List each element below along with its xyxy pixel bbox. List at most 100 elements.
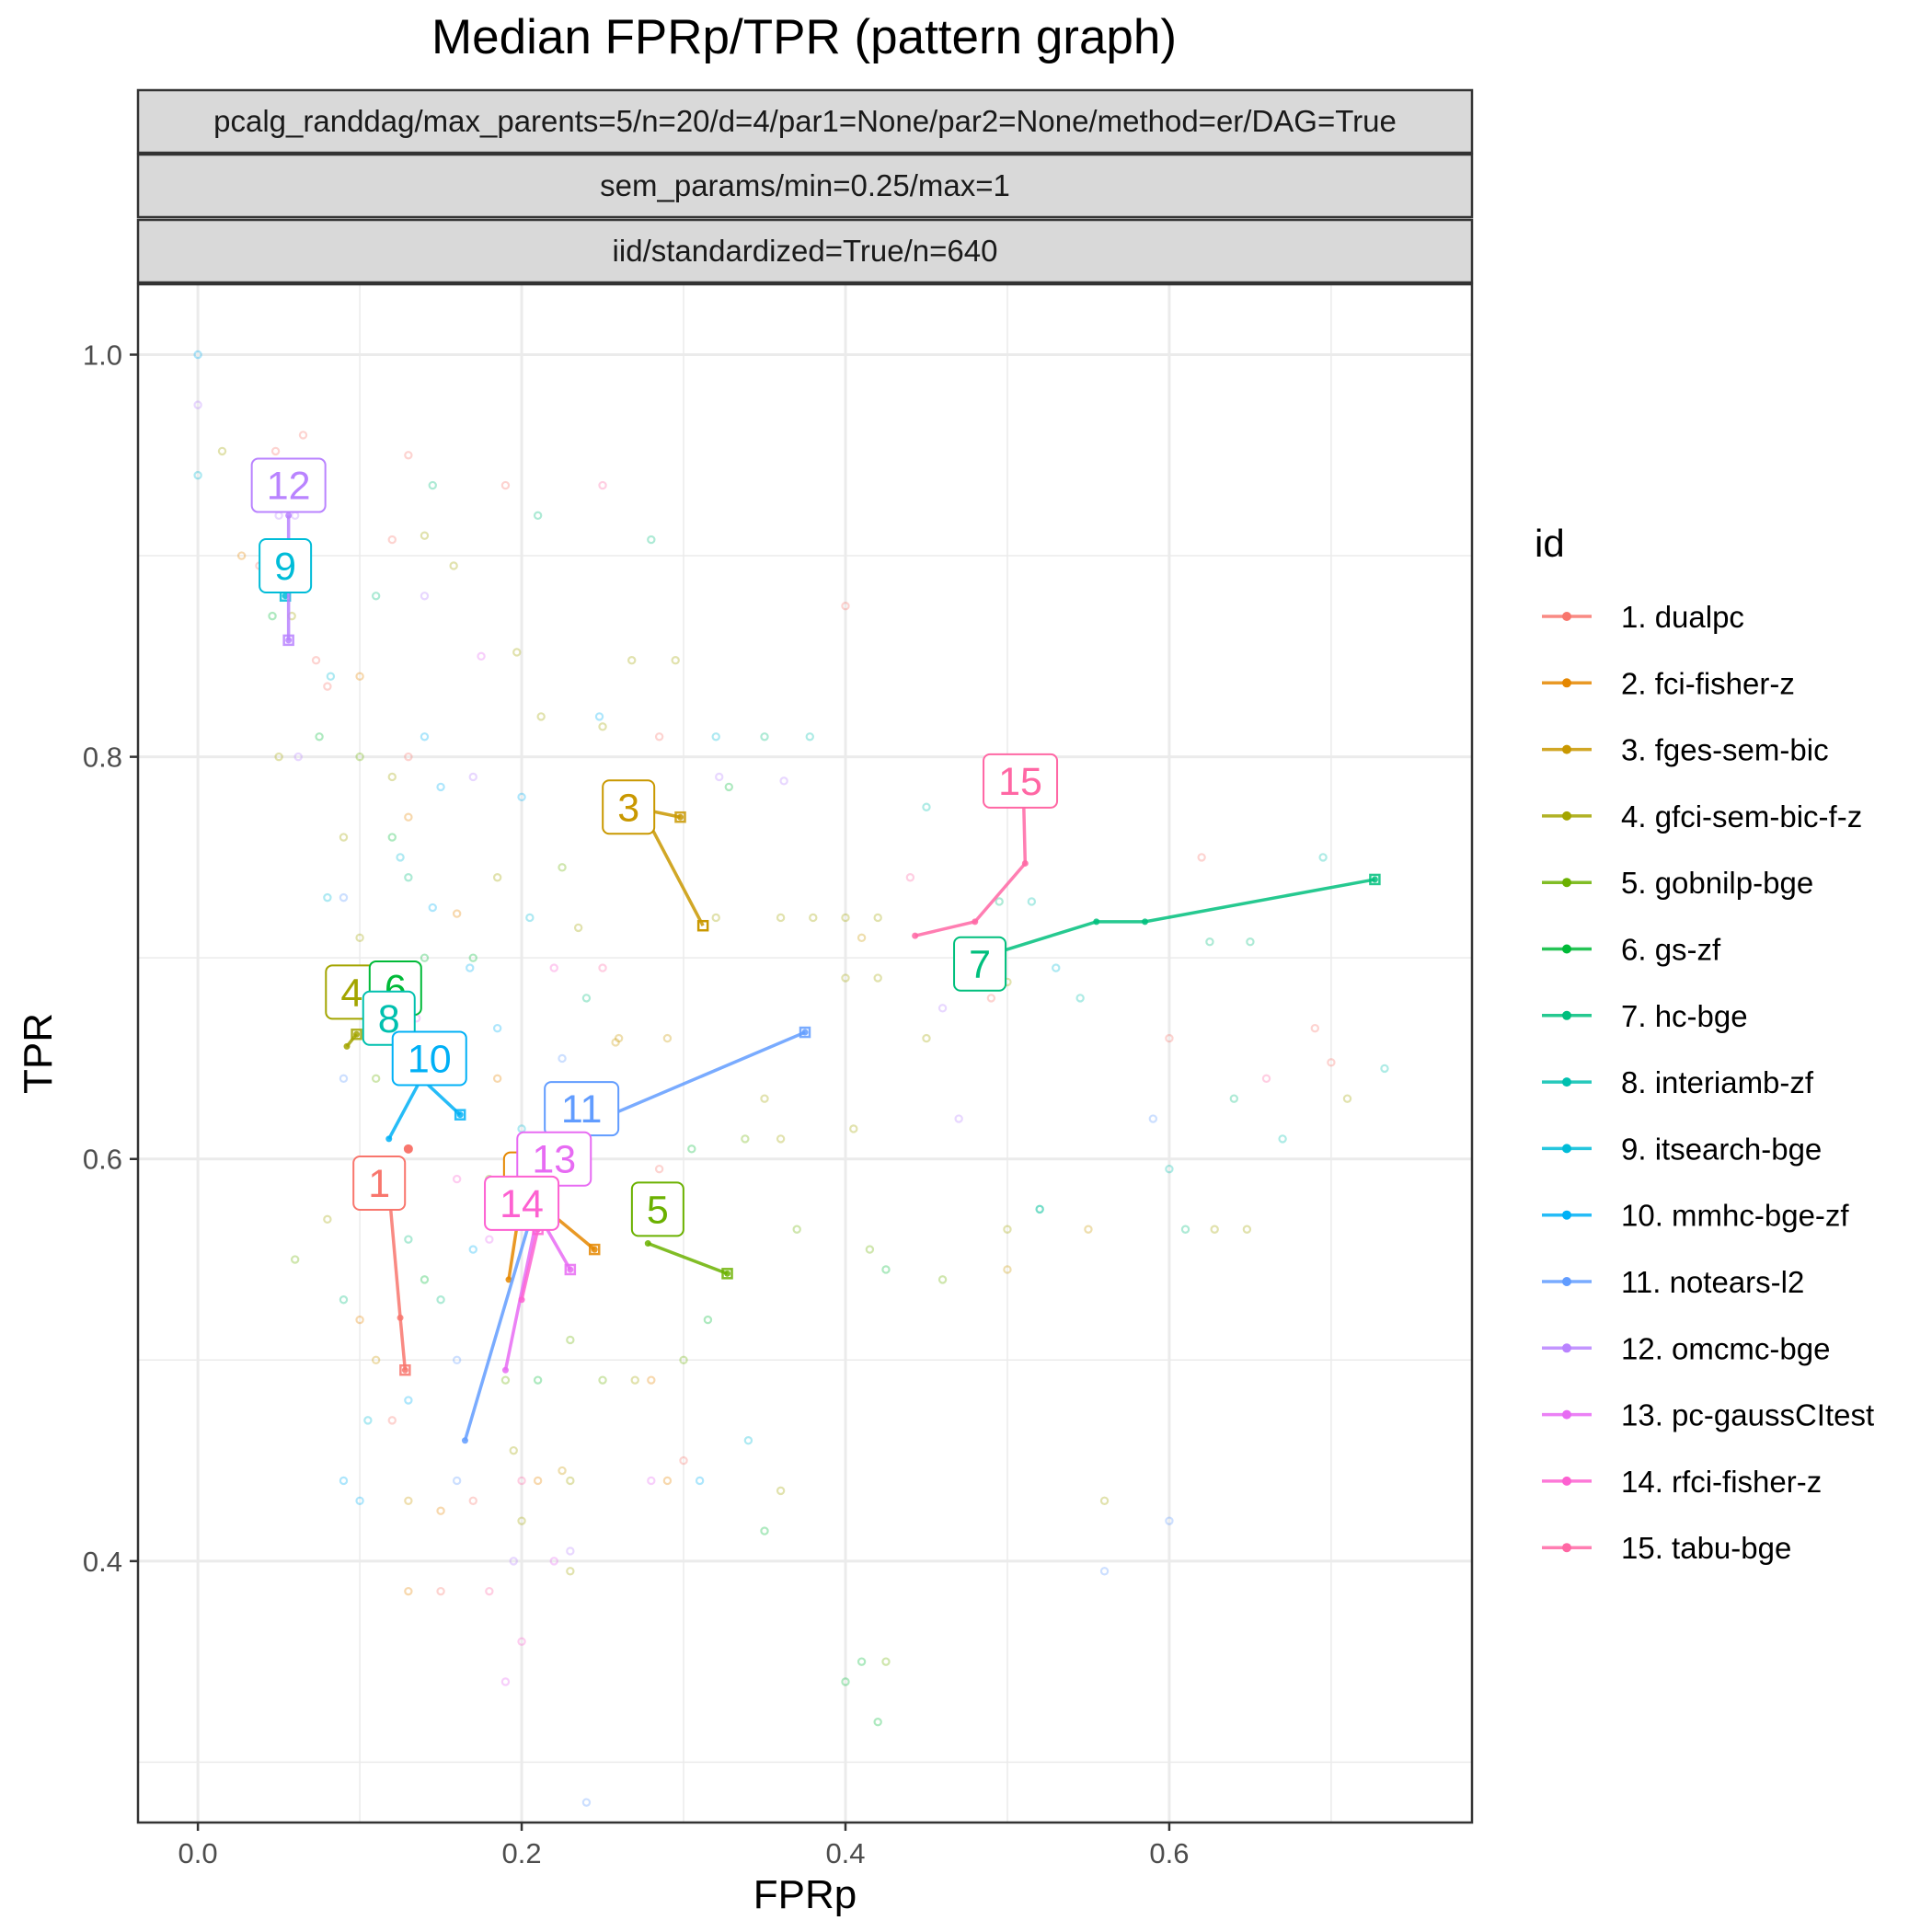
legend-key-point-11 [1562, 1277, 1571, 1286]
scatter-point-71 [339, 1074, 349, 1084]
scatter-point-82 [662, 1033, 673, 1043]
scatter-point-140 [452, 1476, 462, 1486]
scatter-point-9 [298, 431, 308, 440]
scatter-point-188 [436, 782, 445, 792]
legend-label-10: 10. mmhc-bge-zf [1621, 1199, 1849, 1233]
series-point-4-1 [353, 1030, 361, 1038]
scatter-point-162 [873, 913, 882, 923]
legend-label-9: 9. itsearch-bge [1621, 1132, 1822, 1166]
scatter-point-69 [355, 933, 364, 943]
scatter-point-36 [536, 712, 546, 721]
scatter-point-21 [420, 531, 430, 540]
legend-label-15: 15. tabu-bge [1621, 1531, 1791, 1565]
scatter-point-105 [679, 1455, 688, 1466]
scatter-point-194 [404, 752, 413, 762]
scatter-point-118 [1210, 1225, 1219, 1234]
callout-label-5: 5 [647, 1188, 669, 1232]
legend-item-3: 3. fges-sem-bic [1542, 733, 1829, 767]
legend-item-14: 14. rfci-fisher-z [1542, 1465, 1822, 1499]
scatter-point-86 [654, 1164, 664, 1174]
scatter-point-6 [270, 446, 281, 456]
series-end-marker-10 [454, 1109, 466, 1121]
scatter-point-60 [492, 873, 502, 882]
callout-3: 3 [602, 779, 656, 835]
scatter-point-189 [404, 812, 413, 822]
scatter-point-15 [293, 752, 303, 762]
legend-label-6: 6. gs-zf [1621, 933, 1721, 967]
scatter-point-109 [760, 1526, 769, 1535]
callout-label-3: 3 [617, 786, 639, 830]
scatter-point-132 [509, 1557, 518, 1566]
scatter-point-49 [1205, 937, 1214, 947]
scatter-point-160 [905, 873, 915, 882]
series-point-11-0 [461, 1437, 468, 1444]
legend-key-point-1 [1562, 612, 1571, 621]
scatter-point-22 [428, 480, 437, 490]
legend: id 1. dualpc 2. fci-fisher-z 3. fges-sem-b… [1535, 522, 1874, 1565]
scatter-point-47 [1052, 963, 1061, 972]
scatter-point-34 [594, 712, 604, 721]
series-end-marker-12 [282, 634, 294, 647]
callout-10: 10 [391, 1030, 467, 1087]
legend-item-12: 12. omcmc-bge [1542, 1331, 1830, 1365]
scatter-point-168 [954, 1114, 963, 1123]
series-point-13-0 [501, 1366, 509, 1374]
series-end-marker-13 [564, 1263, 577, 1276]
scatter-point-178 [1261, 1074, 1271, 1084]
scatter-point-171 [922, 1033, 931, 1043]
series-line-5 [647, 1241, 729, 1275]
series-line-14 [520, 1228, 540, 1301]
scatter-point-13 [326, 672, 336, 681]
scatter-point-89 [452, 1174, 462, 1184]
x-tick-label-2: 0.4 [825, 1837, 865, 1869]
scatter-point-17 [323, 682, 332, 691]
series-point-3-1 [677, 813, 684, 821]
series-point-7-3 [1371, 876, 1378, 883]
scatter-point-182 [1229, 1094, 1239, 1103]
series-point-15-2 [1021, 859, 1029, 867]
scatter-point-25 [533, 511, 543, 521]
scatter-point-138 [647, 1476, 656, 1486]
legend-key-point-14 [1562, 1476, 1571, 1486]
scatter-point-116 [1165, 1164, 1174, 1174]
scatter-point-115 [1084, 1225, 1093, 1234]
callout-label-12: 12 [267, 465, 311, 509]
scatter-point-113 [937, 1275, 948, 1284]
scatter-point-190 [387, 772, 397, 782]
scatter-point-30 [477, 651, 486, 661]
scatter-point-51 [1318, 853, 1328, 862]
series-point-5-1 [724, 1270, 731, 1277]
scatter-point-107 [743, 1436, 753, 1445]
series-point-14-0 [518, 1296, 525, 1304]
scatter-point-54 [387, 833, 397, 842]
scatter-point-147 [517, 1476, 526, 1486]
scatter-point-63 [573, 923, 583, 933]
legend-key-point-9 [1562, 1144, 1571, 1154]
y-tick-label-2: 0.8 [83, 742, 122, 774]
scatter-point-32 [627, 656, 637, 665]
facet-strip-3 [136, 218, 1474, 284]
scatter-point-56 [396, 853, 405, 862]
scatter-point-93 [404, 1235, 413, 1244]
legend-item-8: 8. interiamb-zf [1542, 1065, 1814, 1099]
facet-strip-1-label: pcalg_randdag/max_parents=5/n=20/d=4/par… [213, 104, 1397, 138]
scatter-point-148 [533, 1476, 543, 1486]
scatter-point-125 [841, 1677, 850, 1686]
scatter-point-153 [339, 1295, 349, 1305]
series-line-15 [914, 797, 1028, 937]
scatter-point-154 [355, 1315, 364, 1325]
series-point-12-0 [285, 512, 293, 519]
y-tick-label-1: 0.6 [83, 1144, 122, 1176]
scatter-point-55 [404, 873, 413, 882]
series-point-1-2 [401, 1366, 408, 1374]
scatter-point-24 [500, 480, 511, 490]
scatter-point-98 [533, 1375, 543, 1385]
scatter-point-77 [492, 1074, 502, 1084]
scatter-point-169 [986, 994, 996, 1003]
callout-11: 11 [544, 1081, 620, 1137]
scatter-point-37 [654, 732, 664, 742]
legend-key-point-10 [1562, 1210, 1571, 1220]
scatter-point-57 [428, 903, 437, 913]
scatter-point-167 [937, 1004, 948, 1013]
scatter-point-42 [715, 772, 724, 782]
